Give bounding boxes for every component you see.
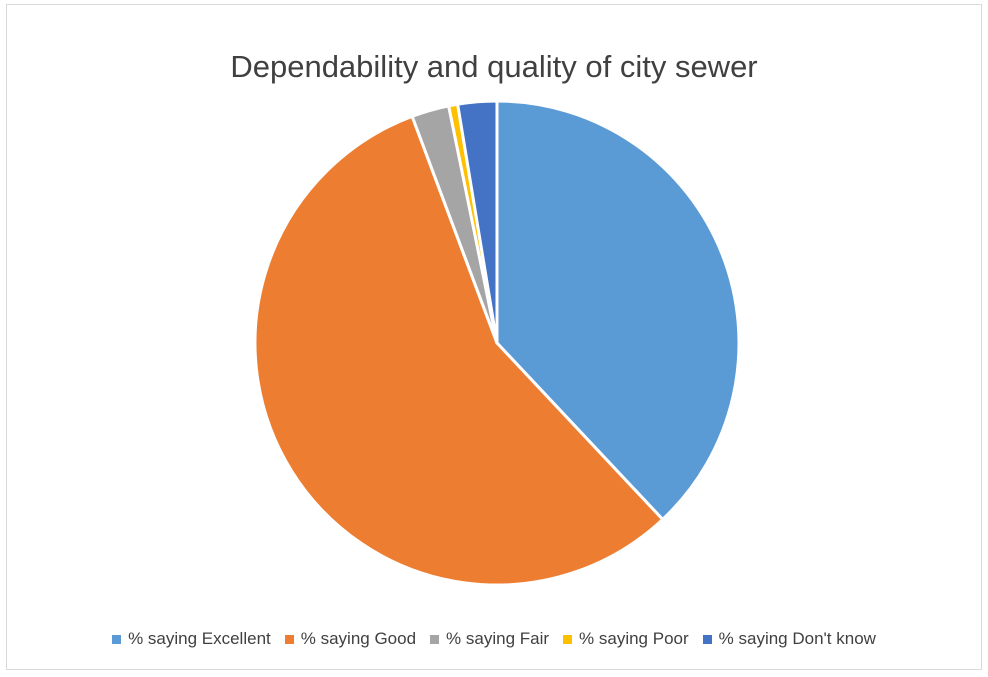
legend-swatch [430, 634, 440, 644]
legend-item-good: % saying Good [284, 629, 417, 649]
pie-chart [253, 99, 741, 587]
legend-label: % saying Fair [446, 629, 550, 648]
chart-title: Dependability and quality of city sewer [230, 49, 758, 84]
legend-swatch [284, 634, 294, 644]
legend-swatch [702, 634, 712, 644]
legend-label: % saying Excellent [128, 629, 271, 648]
pie-slice-don-t-know [456, 99, 499, 345]
legend-item-excellent: % saying Excellent [112, 629, 271, 649]
legend-item-don-t-know: % saying Don't know [702, 629, 876, 649]
legend-item-fair: % saying Fair [430, 629, 549, 649]
legend-swatch [563, 634, 573, 644]
pie-slice-good [253, 114, 665, 587]
chart-area: Dependability and quality of city sewer … [6, 4, 982, 670]
legend-label: % saying Poor [579, 629, 689, 648]
legend-label: % saying Don't know [718, 629, 876, 648]
legend-label: % saying Good [300, 629, 417, 648]
legend-item-poor: % saying Poor [563, 629, 689, 649]
pie-slice-excellent [495, 99, 741, 521]
legend-swatch [112, 634, 122, 644]
legend: % saying Excellent % saying Good % saying … [7, 629, 981, 649]
